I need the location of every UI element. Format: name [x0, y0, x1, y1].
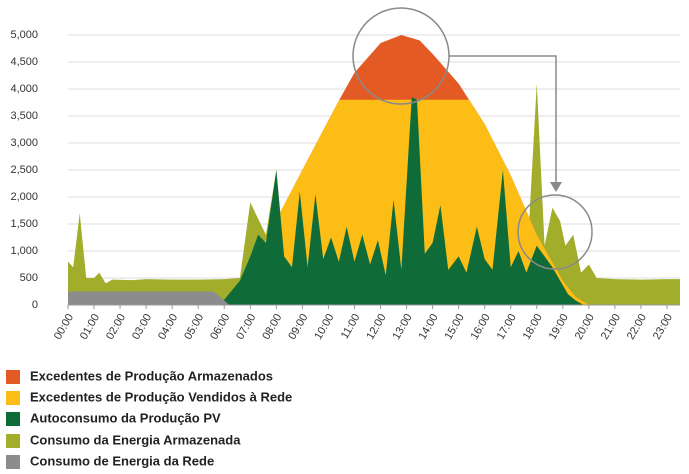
legend-swatch: [6, 434, 20, 448]
y-tick-label: 500: [20, 272, 38, 284]
x-tick-label: 05:00: [182, 312, 206, 342]
x-tick-label: 21:00: [599, 312, 623, 342]
arrow: [449, 55, 557, 184]
y-tick-label: 2,000: [10, 191, 38, 203]
legend-label: Excedentes de Produção Vendidos à Rede: [30, 389, 292, 404]
legend-swatch: [6, 412, 20, 426]
x-tick-label: 15:00: [443, 312, 467, 342]
x-tick-label: 20:00: [573, 312, 597, 342]
arrow-head: [550, 182, 562, 192]
x-tick-label: 03:00: [130, 312, 154, 342]
legend-label: Excedentes de Produção Armazenados: [30, 368, 273, 383]
x-tick-label: 23:00: [651, 312, 675, 342]
x-tick-label: 10:00: [312, 312, 336, 342]
area: [211, 97, 584, 305]
x-tick-label: 12:00: [364, 312, 388, 342]
y-tick-label: 1,500: [10, 218, 38, 230]
legend-label: Consumo da Energia Armazenada: [30, 432, 241, 447]
x-tick-label: 17:00: [495, 312, 519, 342]
x-tick-label: 19:00: [547, 312, 571, 342]
x-tick-label: 11:00: [339, 312, 363, 341]
x-tick-label: 02:00: [104, 312, 128, 342]
y-tick-label: 5,000: [10, 29, 38, 41]
y-tick-label: 4,500: [10, 56, 38, 68]
legend-swatch: [6, 455, 20, 469]
y-tick-label: 0: [32, 299, 38, 311]
x-tick-label: 13:00: [391, 312, 415, 342]
y-tick-label: 4,000: [10, 83, 38, 95]
x-tick-label: 09:00: [286, 312, 310, 342]
legend: Excedentes de Produção Armazenados Excede…: [6, 368, 292, 469]
area: [68, 291, 230, 305]
annotations: [352, 7, 593, 270]
x-tick-label: 07:00: [234, 312, 258, 342]
x-tick-label: 04:00: [156, 312, 180, 342]
legend-swatch: [6, 370, 20, 384]
y-tick-label: 1,000: [10, 245, 38, 257]
y-tick-label: 2,500: [10, 164, 38, 176]
x-tick-label: 08:00: [260, 312, 284, 342]
x-tick-label: 22:00: [625, 312, 649, 342]
x-tick-label: 01:00: [78, 312, 102, 342]
legend-label: Consumo de Energia da Rede: [30, 453, 214, 468]
x-tick-label: 00:00: [52, 312, 76, 342]
x-tick-label: 16:00: [469, 312, 493, 342]
legend-label: Autoconsumo da Produção PV: [30, 410, 221, 425]
plot-area: 0 500 1,000 1,500 2,000 2,500 3,000 3,500 4,000 4…: [10, 29, 680, 342]
x-tick-label: 14:00: [417, 312, 441, 342]
y-tick-label: 3,000: [10, 137, 38, 149]
y-tick-label: 3,500: [10, 110, 38, 122]
x-tick-label: 06:00: [208, 312, 232, 342]
legend-swatch: [6, 391, 20, 405]
highlight-circle: [517, 194, 593, 270]
x-tick-label: 18:00: [521, 312, 545, 342]
